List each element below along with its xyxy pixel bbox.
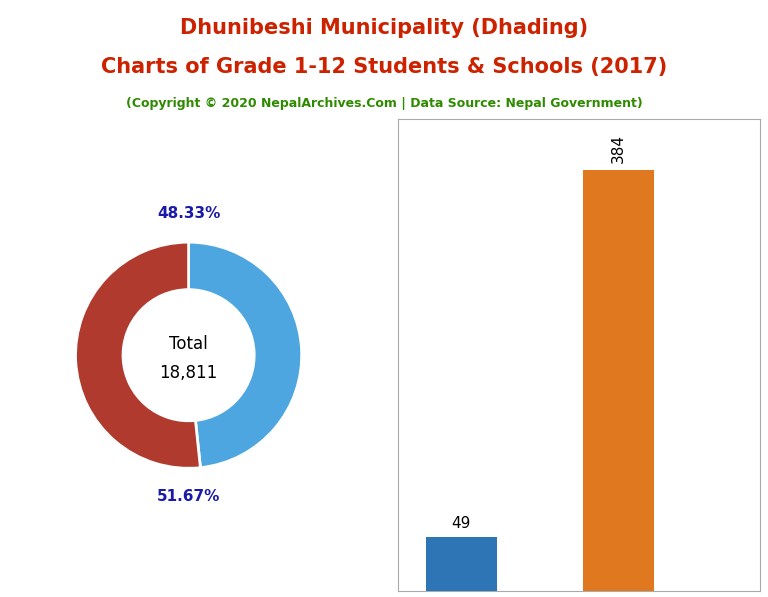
Text: 51.67%: 51.67% (157, 489, 220, 504)
Text: 48.33%: 48.33% (157, 207, 220, 221)
Wedge shape (189, 242, 302, 467)
Bar (584, 170, 654, 591)
Text: Dhunibeshi Municipality (Dhading): Dhunibeshi Municipality (Dhading) (180, 18, 588, 38)
Text: 18,811: 18,811 (160, 364, 218, 382)
Text: 384: 384 (611, 134, 626, 163)
Text: Total: Total (169, 335, 208, 353)
Wedge shape (75, 242, 200, 468)
Text: (Copyright © 2020 NepalArchives.Com | Data Source: Nepal Government): (Copyright © 2020 NepalArchives.Com | Da… (126, 97, 642, 110)
Text: 49: 49 (452, 516, 471, 531)
Text: Charts of Grade 1-12 Students & Schools (2017): Charts of Grade 1-12 Students & Schools … (101, 57, 667, 77)
Bar (426, 537, 497, 591)
